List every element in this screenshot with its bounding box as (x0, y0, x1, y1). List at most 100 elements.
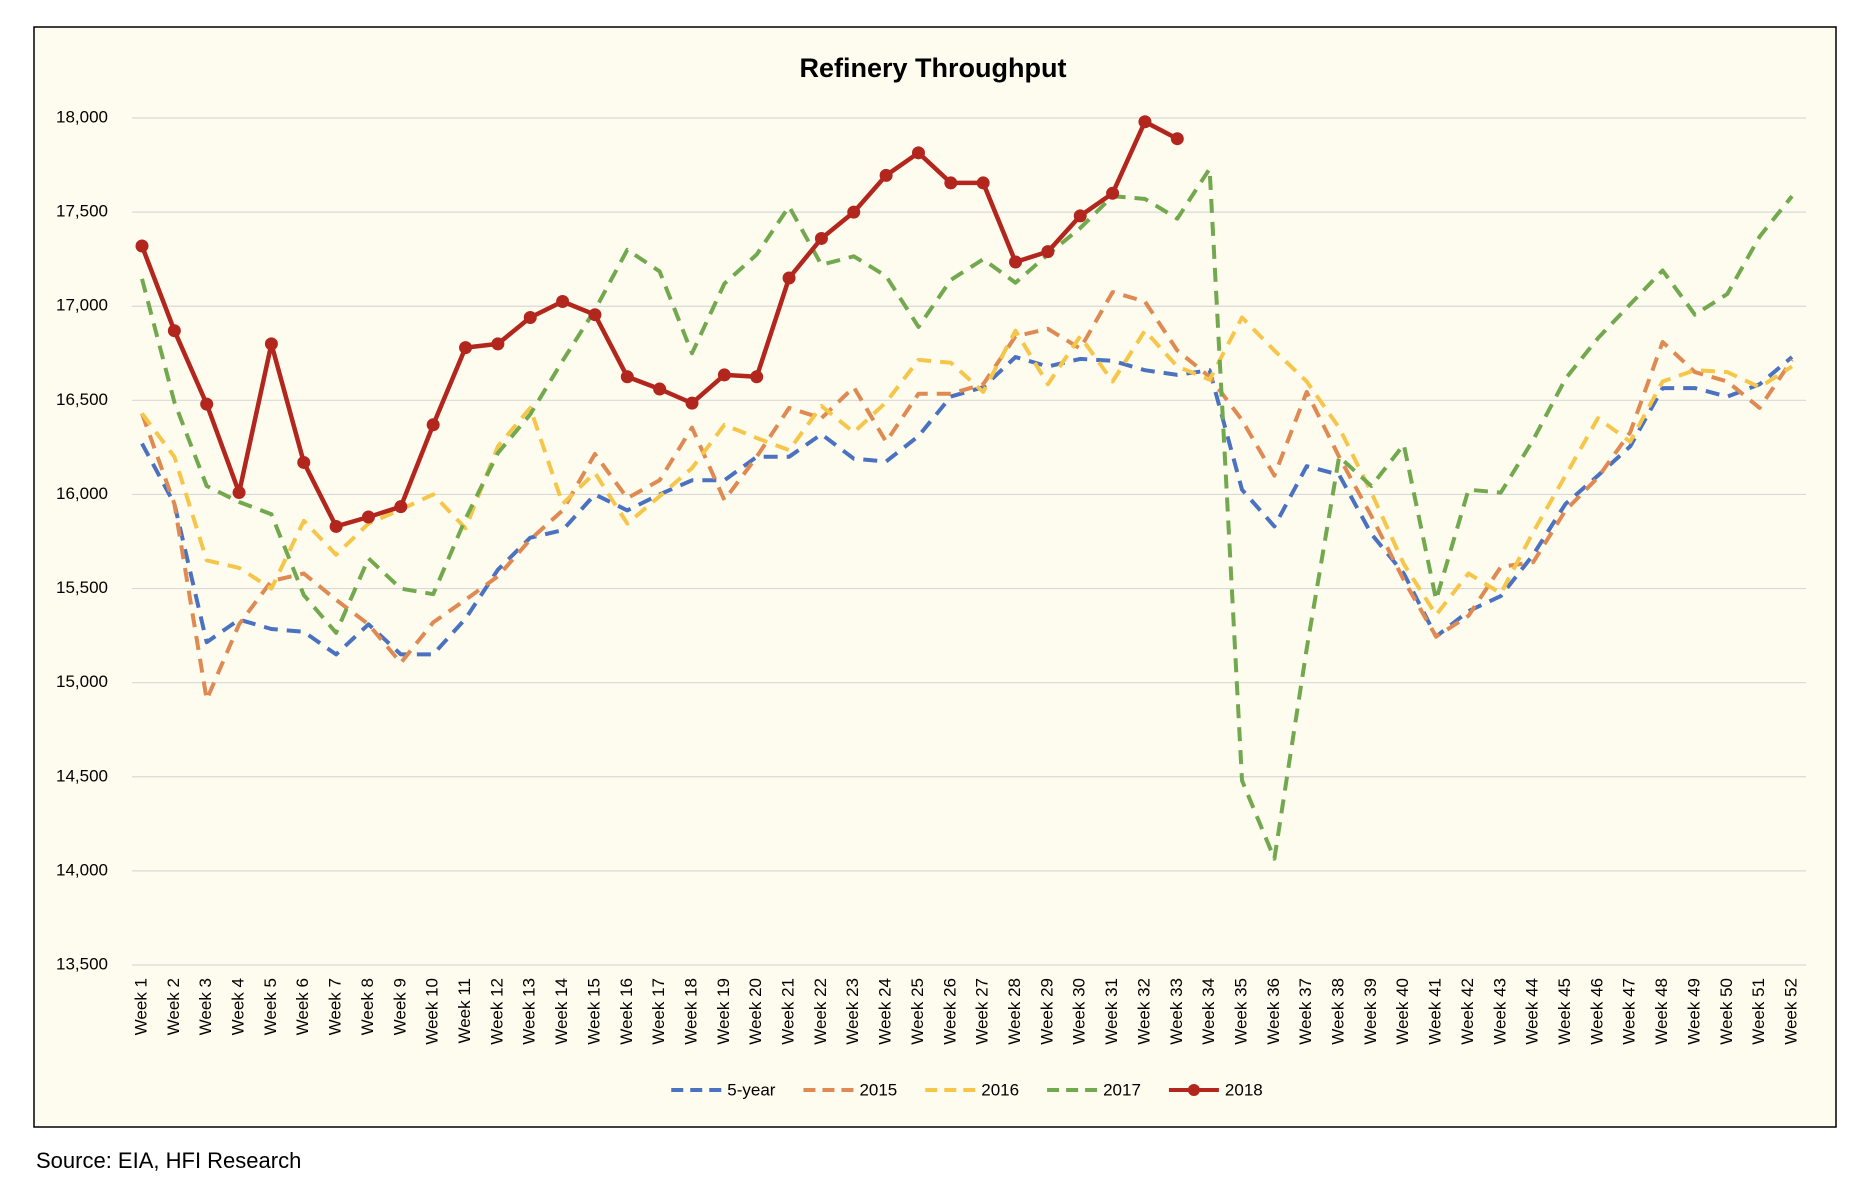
series-line (140, 166, 1794, 861)
legend-item: 2015 (803, 1080, 897, 1099)
x-tick-label: Week 16 (617, 978, 636, 1045)
data-point (523, 311, 537, 325)
x-tick-label: Week 23 (843, 978, 862, 1045)
data-point (491, 337, 505, 351)
data-point (556, 295, 570, 309)
data-point (976, 176, 990, 190)
x-tick-label: Week 43 (1490, 978, 1509, 1045)
legend-item: 5-year (671, 1080, 776, 1099)
data-point (361, 510, 375, 524)
x-tick-label: Week 45 (1555, 978, 1574, 1045)
x-tick-label: Week 17 (649, 978, 668, 1045)
data-point (394, 500, 408, 514)
data-point (200, 397, 214, 411)
x-tick-label: Week 12 (487, 978, 506, 1045)
data-point (135, 239, 149, 253)
x-tick-label: Week 5 (261, 978, 280, 1035)
y-tick-label: 14,500 (56, 766, 108, 785)
x-tick-label: Week 36 (1264, 978, 1283, 1045)
x-tick-label: Week 11 (455, 978, 474, 1044)
x-tick-label: Week 13 (520, 978, 539, 1045)
x-tick-label: Week 34 (1199, 978, 1218, 1045)
x-tick-label: Week 3 (196, 978, 215, 1035)
legend-label: 5-year (727, 1080, 776, 1099)
chart-title: Refinery Throughput (800, 53, 1067, 83)
x-tick-label: Week 7 (326, 978, 345, 1035)
x-tick-label: Week 4 (229, 978, 248, 1035)
data-point (1106, 186, 1120, 200)
x-tick-label: Week 30 (1070, 978, 1089, 1045)
legend-item: 2018 (1168, 1080, 1263, 1099)
legend-marker (1187, 1084, 1200, 1096)
x-tick-label: Week 49 (1684, 978, 1703, 1045)
legend-label: 2016 (981, 1080, 1019, 1099)
data-point (1138, 115, 1152, 129)
y-tick-label: 18,000 (56, 107, 108, 126)
x-tick-label: Week 37 (1296, 978, 1315, 1045)
x-tick-label: Week 44 (1523, 978, 1542, 1045)
legend-item: 2017 (1047, 1080, 1141, 1099)
x-tick-label: Week 50 (1717, 978, 1736, 1045)
x-tick-label: Week 46 (1587, 978, 1606, 1045)
data-point (459, 341, 473, 355)
data-point (685, 396, 699, 410)
x-tick-label: Week 2 (164, 978, 183, 1035)
y-tick-label: 13,500 (56, 954, 108, 973)
x-tick-label: Week 38 (1329, 978, 1348, 1045)
legend-label: 2018 (1225, 1080, 1263, 1099)
x-tick-label: Week 15 (584, 978, 603, 1045)
chart-frame (33, 26, 1837, 1128)
x-tick-label: Week 20 (746, 978, 765, 1045)
x-tick-label: Week 41 (1426, 978, 1445, 1045)
y-tick-label: 15,500 (56, 578, 108, 597)
data-point (297, 455, 311, 469)
x-tick-label: Week 40 (1393, 978, 1412, 1045)
x-tick-label: Week 21 (779, 978, 798, 1045)
y-tick-label: 17,000 (56, 296, 108, 315)
data-point (717, 368, 731, 382)
legend: 5-year 2015 2016 2017 2018 (671, 1080, 1263, 1099)
y-tick-label: 16,000 (56, 484, 108, 503)
x-tick-label: Week 26 (940, 978, 959, 1045)
data-point (879, 168, 893, 182)
x-tick-label: Week 24 (876, 978, 895, 1045)
x-tick-label: Week 25 (908, 978, 927, 1045)
data-point (911, 146, 925, 160)
legend-label: 2017 (1103, 1080, 1141, 1099)
x-tick-label: Week 19 (714, 978, 733, 1045)
legend-item: 2016 (925, 1080, 1019, 1099)
data-point (264, 337, 278, 351)
data-point (426, 418, 440, 432)
x-tick-label: Week 22 (811, 978, 830, 1045)
x-tick-label: Week 42 (1458, 978, 1477, 1045)
x-tick-label: Week 8 (358, 978, 377, 1035)
x-tick-label: Week 31 (1102, 978, 1121, 1045)
x-tick-label: Week 14 (552, 978, 571, 1045)
legend-label: 2015 (859, 1080, 897, 1099)
y-tick-label: 16,500 (56, 390, 108, 409)
source-note: Source: EIA, HFI Research (36, 1148, 301, 1173)
data-point (782, 271, 796, 285)
x-tick-label: Week 32 (1134, 978, 1153, 1045)
y-tick-label: 14,000 (56, 860, 108, 879)
data-point (1041, 245, 1055, 259)
data-point (653, 382, 667, 396)
data-point (1170, 132, 1184, 146)
x-tick-label: Week 1 (131, 978, 150, 1035)
x-tick-label: Week 33 (1167, 978, 1186, 1045)
x-tick-label: Week 10 (423, 978, 442, 1045)
x-tick-label: Week 27 (973, 978, 992, 1045)
x-tick-label: Week 48 (1652, 978, 1671, 1045)
data-point (750, 370, 764, 384)
data-point (814, 231, 828, 245)
x-tick-label: Week 28 (1005, 978, 1024, 1045)
series-line (140, 355, 1794, 657)
data-point (1009, 255, 1023, 269)
data-point (1073, 209, 1087, 223)
data-point (588, 308, 602, 322)
x-tick-label: Week 29 (1037, 978, 1056, 1045)
x-tick-label: Week 35 (1231, 978, 1250, 1045)
data-point (620, 370, 634, 384)
data-point (944, 176, 958, 190)
